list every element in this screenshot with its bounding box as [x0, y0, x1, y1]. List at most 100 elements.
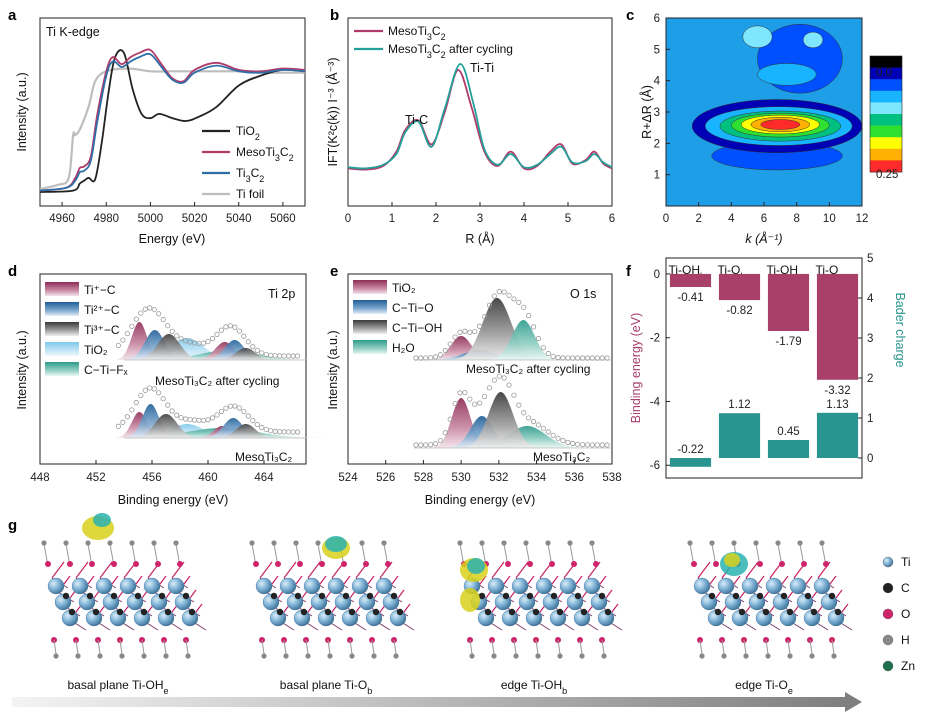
atom-c	[508, 608, 516, 616]
panel-f-ytick-left-label: 0	[654, 269, 660, 281]
bond	[809, 639, 813, 655]
data-point-fresh	[526, 415, 532, 421]
data-point-cycled	[589, 355, 595, 361]
heatmap-contour	[742, 25, 773, 49]
data-point-fresh	[491, 377, 497, 383]
atom-c	[714, 608, 722, 616]
data-point-cycled	[200, 340, 207, 346]
panel-label-d: d	[8, 263, 17, 280]
atom-ti	[303, 577, 321, 595]
bond	[515, 561, 529, 579]
data-point-cycled	[160, 316, 166, 323]
colorbar-step	[870, 148, 902, 161]
bar-binding-energy-ti-ohb	[669, 273, 712, 288]
atom-h	[501, 540, 507, 546]
data-point-fresh	[462, 389, 468, 396]
atom-h	[721, 653, 727, 659]
atom-c	[86, 592, 94, 600]
panel-e-xtick-label: 534	[527, 472, 547, 484]
panel-b-xtick-label: 6	[609, 213, 615, 225]
peak-fresh	[216, 424, 276, 438]
bond	[283, 639, 287, 655]
data-point-fresh	[209, 415, 216, 421]
panel-e-xtick-label: 524	[338, 472, 358, 484]
bond	[601, 639, 605, 655]
atom-h	[535, 653, 541, 659]
panel-e-xtick-label: 538	[602, 472, 621, 484]
legend-atom-label-c: C	[901, 581, 910, 595]
atom-ti	[789, 577, 807, 595]
data-point-fresh	[263, 426, 269, 433]
data-point-fresh	[442, 430, 448, 436]
atom-ti	[375, 577, 393, 595]
legend-label-ti-c: Ti³⁺−C	[84, 323, 120, 337]
atom-ti	[47, 577, 65, 595]
colorbar-max-label: 0.25	[876, 169, 898, 181]
atom-c	[738, 608, 746, 616]
panel-e-xtick-label: 526	[376, 472, 395, 484]
value-label-bader-ti-ohb: -0.22	[677, 444, 703, 456]
panel-c-xtick-label: 10	[823, 213, 836, 225]
colorbar-step	[870, 114, 902, 126]
panel-c-ytick-label: 4	[654, 76, 661, 88]
data-point-fresh	[268, 428, 274, 434]
panel-e-xlabel: Binding energy (eV)	[425, 493, 535, 507]
bond	[743, 639, 747, 655]
panel-c-ytick-label: 6	[654, 13, 660, 25]
panel-d-xtick-label: 456	[142, 472, 161, 484]
data-point-cycled	[236, 328, 242, 334]
data-point-cycled	[133, 316, 139, 322]
atom-ti	[813, 577, 831, 595]
data-point-cycled	[535, 335, 542, 342]
data-point-cycled	[209, 335, 216, 342]
atom-c	[804, 592, 812, 600]
data-point-fresh	[472, 401, 478, 407]
bond	[75, 561, 89, 579]
atom-o	[549, 561, 555, 567]
panel-b-ylabel: IFT(K²c(k)) I⁻³ (Å⁻³)	[325, 58, 340, 167]
atom-h	[107, 540, 113, 546]
panel-b-xtick-label: 2	[433, 213, 439, 225]
data-point-cycled	[506, 292, 512, 298]
data-point-cycled	[423, 355, 429, 361]
data-point-fresh	[294, 429, 301, 435]
panel-b-xtick-label: 0	[345, 213, 351, 225]
panel-label-g: g	[8, 517, 17, 534]
panel-g-atom-legend: Ti COH Zn	[882, 555, 915, 673]
panel-f-frame	[665, 257, 863, 479]
panel-d: Ti 2p Intensity (a.u.) Binding energy (e…	[15, 273, 327, 507]
data-point-fresh	[550, 432, 556, 438]
data-point-fresh	[115, 423, 122, 429]
legend-label-c-ti-f: C−Ti−Fₓ	[84, 363, 128, 377]
bond	[721, 639, 725, 655]
bond	[185, 639, 189, 655]
panel-f-ytick-left-label: -4	[650, 396, 661, 408]
panel-a-ylabel: Intensity (a.u.)	[15, 72, 29, 151]
data-point-fresh	[521, 410, 527, 416]
atom-o	[155, 561, 161, 567]
atom-o	[691, 561, 697, 567]
bond	[535, 639, 539, 655]
panel-label-b: b	[330, 7, 339, 24]
data-point-cycled	[254, 347, 260, 353]
data-point-cycled	[545, 350, 551, 357]
panel-c-ytick-label: 3	[654, 107, 660, 119]
panel-f-ytick-right-label: 5	[867, 253, 873, 265]
atom-h	[579, 653, 585, 659]
data-point-cycled	[281, 353, 287, 359]
bar-bader-ti-oe	[816, 412, 859, 458]
atom-o	[275, 561, 281, 567]
data-point-fresh	[599, 442, 605, 448]
panel-f-ylabel-left: Binding energy (eV)	[629, 313, 643, 423]
panel-a-xtick-label: 4960	[49, 213, 75, 225]
legend-swatch-ti-c	[45, 282, 79, 296]
data-point-cycled	[413, 355, 419, 361]
legend-swatch-tio	[45, 342, 79, 356]
value-label-bader-ti-oe: 1.13	[826, 399, 848, 411]
data-point-fresh	[214, 412, 220, 418]
legend-label-tio: TiO₂	[84, 343, 108, 357]
data-point-cycled	[501, 289, 507, 295]
panel-f-ytick-left-label: -2	[650, 333, 660, 345]
data-point-fresh	[477, 400, 483, 406]
legend-label-ti-foil: Ti foil	[236, 187, 264, 201]
